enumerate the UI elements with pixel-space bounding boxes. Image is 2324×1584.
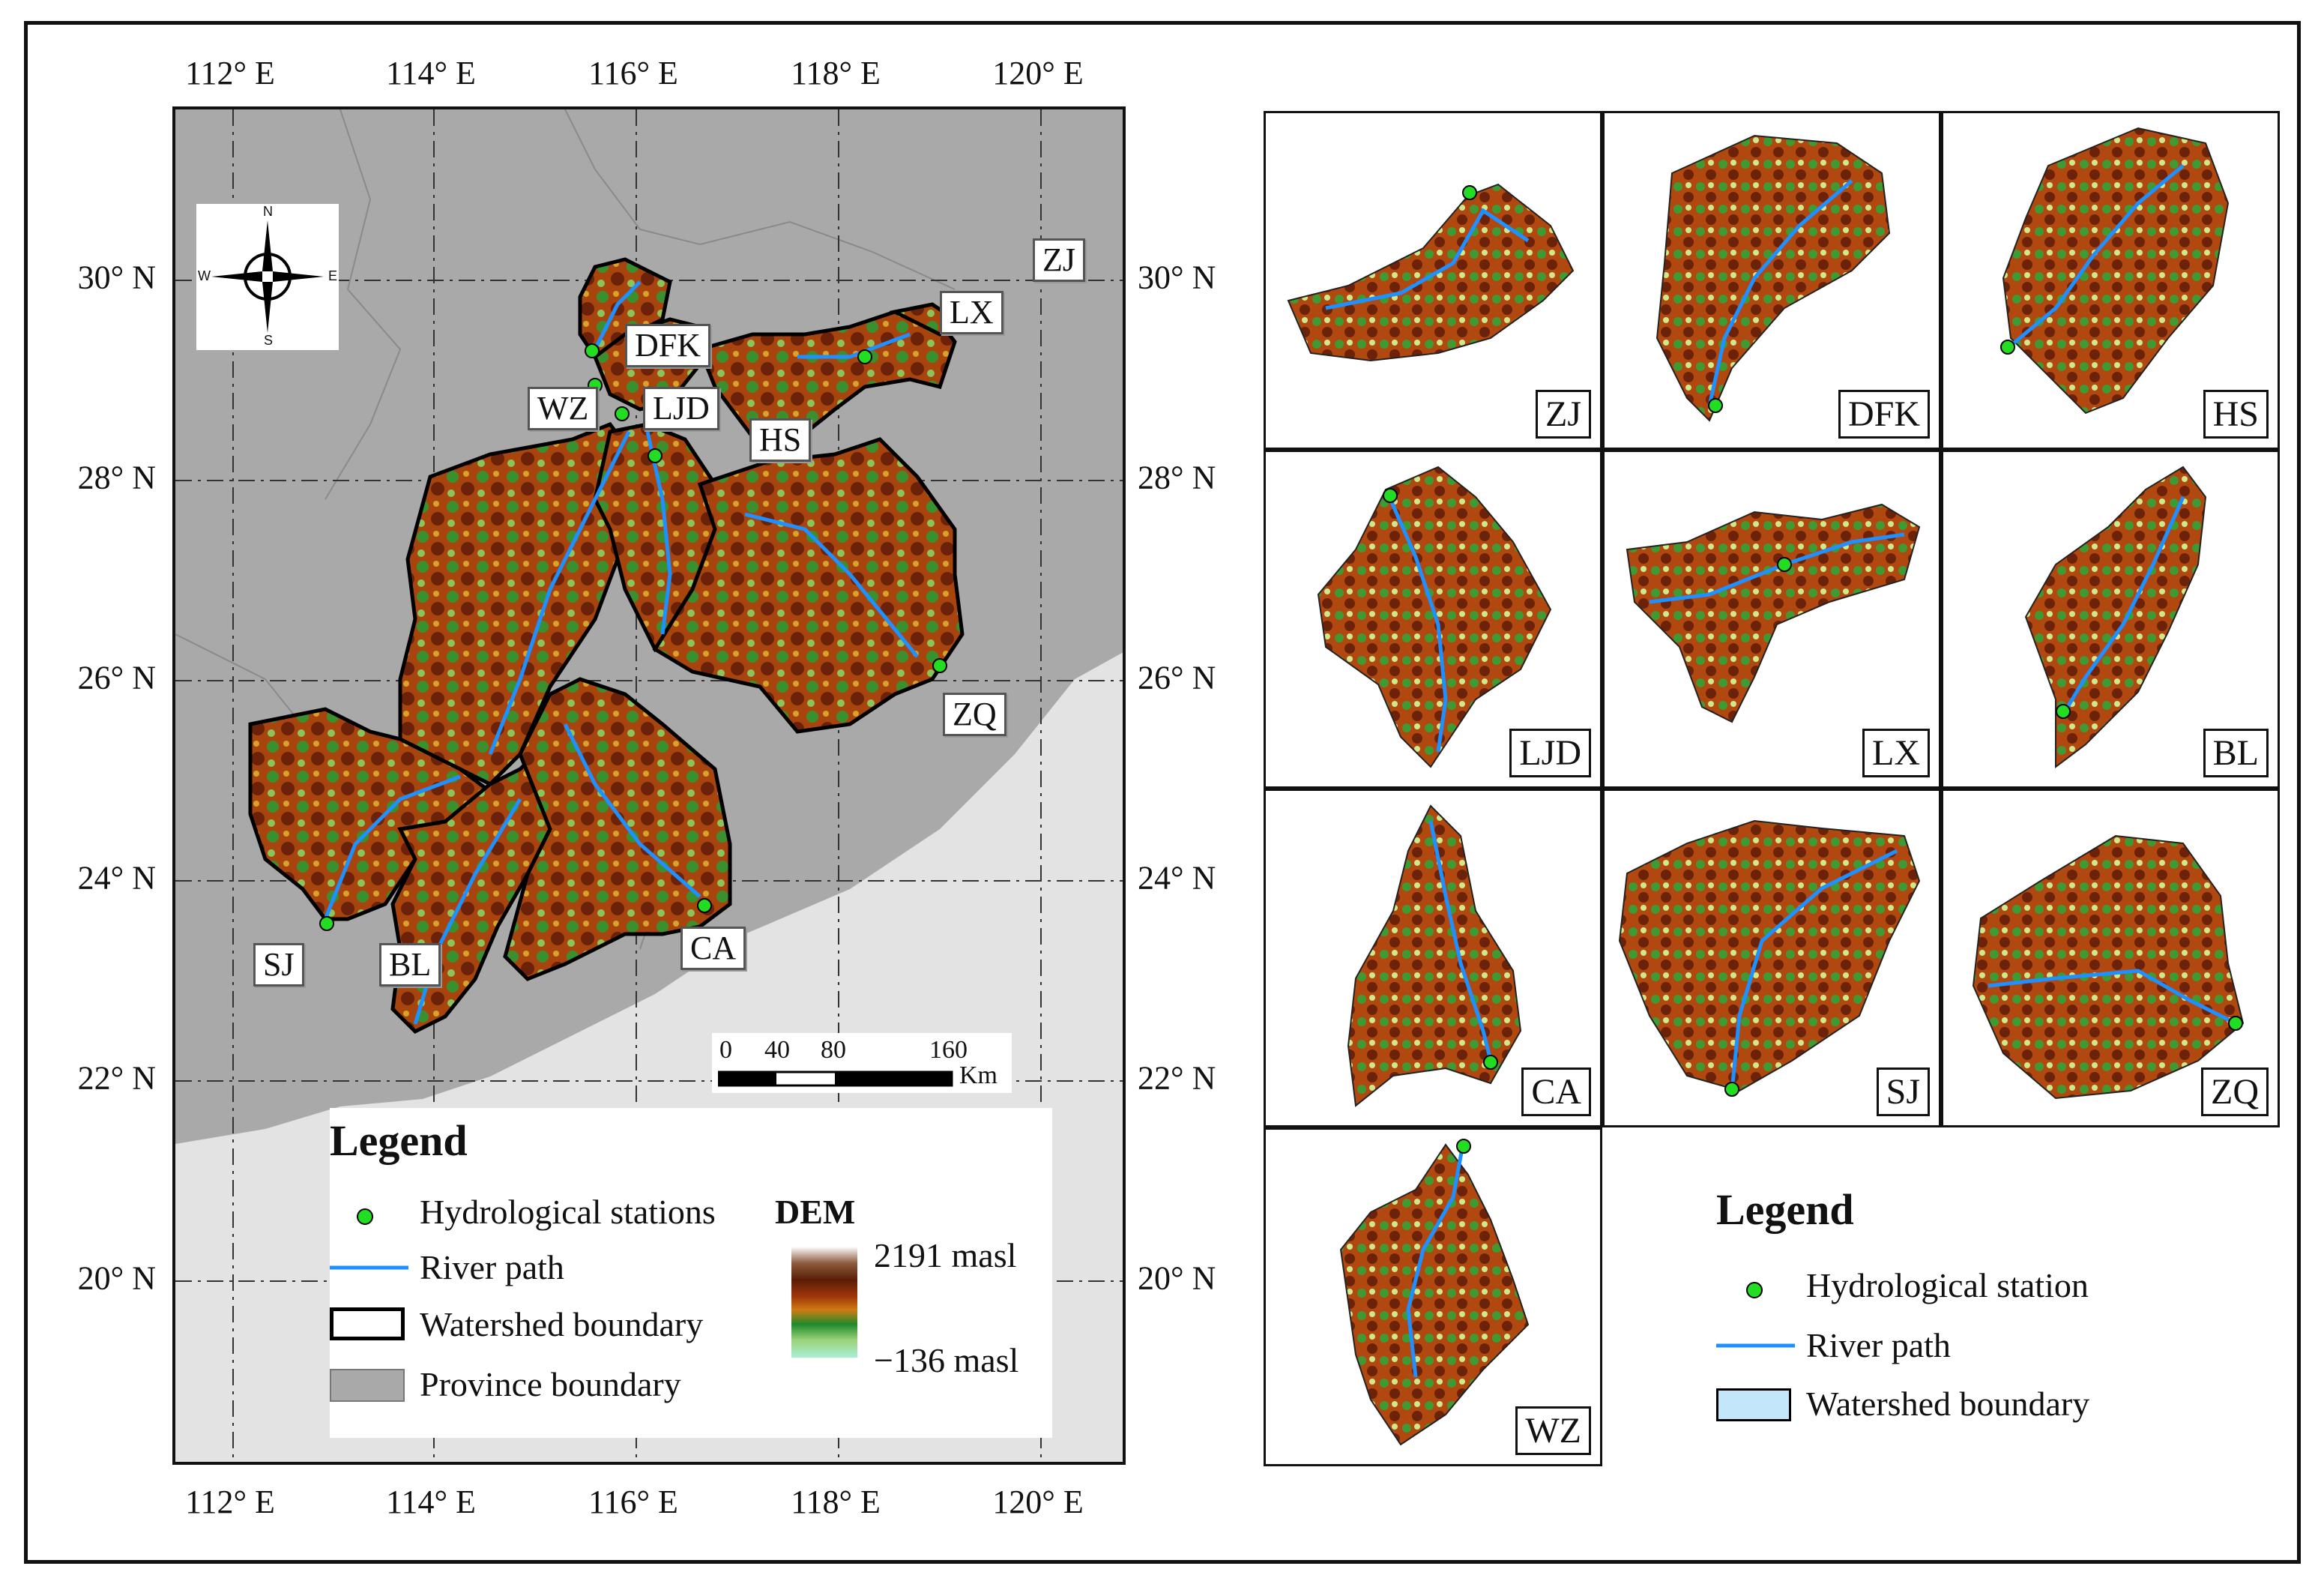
subpanel-CA[interactable]: CA [1264, 789, 1602, 1127]
scale-tick: 80 [821, 1036, 846, 1064]
scale-bar: 0 40 80 160 Km [712, 1033, 1012, 1093]
lat-label-left: 30° N [77, 259, 156, 296]
station-label-SJ: SJ [253, 943, 304, 987]
subpanel-ZQ[interactable]: ZQ [1941, 789, 2280, 1127]
scale-tick: 160 [929, 1036, 968, 1064]
legend2-watershed-label: Watershed boundary [1806, 1385, 2090, 1423]
subpanel-WZ[interactable]: WZ [1264, 1127, 1602, 1466]
compass-rose-icon: N S E W [196, 204, 339, 350]
station-label-LJD: LJD [643, 387, 719, 431]
subpanel-HS[interactable]: HS [1941, 111, 2280, 450]
station-icon [1746, 1282, 1763, 1298]
station-label-LX: LX [940, 291, 1003, 335]
subpanel-label-DFK: DFK [1838, 389, 1930, 439]
station-label-CA: CA [680, 927, 746, 971]
lat-label-left: 26° N [77, 659, 156, 696]
lat-label-right: 26° N [1138, 659, 1216, 696]
lon-label-bottom: 120° E [992, 1484, 1084, 1520]
watershed-ZQ [652, 437, 965, 734]
subpanel-legend: Legend Hydrological station River path W… [1716, 1184, 2241, 1432]
station-label-DFK: DFK [625, 324, 711, 368]
lat-label-left: 24° N [77, 859, 156, 897]
legend-watershed-label: Watershed boundary [420, 1305, 704, 1343]
lat-label-right: 20° N [1138, 1259, 1216, 1297]
legend-river-label: River path [420, 1248, 564, 1286]
legend2-title: Legend [1716, 1185, 1854, 1234]
station-label-BL: BL [379, 943, 441, 987]
station-label-WZ: WZ [528, 387, 599, 431]
province-box-icon [330, 1369, 405, 1402]
scale-unit: Km [959, 1061, 997, 1089]
station-label-HS: HS [749, 418, 812, 463]
subpanel-DFK[interactable]: DFK [1602, 111, 1941, 450]
watershed-box-icon [330, 1307, 405, 1340]
lat-label-right: 22° N [1138, 1059, 1216, 1097]
compass-north: N [263, 204, 273, 219]
legend2-river-label: River path [1806, 1326, 1951, 1364]
scale-tick: 0 [719, 1036, 732, 1064]
subpanel-label-CA: CA [1521, 1067, 1591, 1116]
legend-dem-min: −136 masl [874, 1341, 1019, 1379]
watershed-LX [697, 310, 957, 449]
main-legend: Legend Hydrological stations DEM River p… [330, 1108, 1052, 1438]
compass-east: E [328, 268, 338, 283]
subpanel-label-LX: LX [1862, 728, 1930, 777]
watershed-box-icon [1716, 1388, 1791, 1421]
scale-tick: 40 [764, 1036, 790, 1064]
lat-label-left: 20° N [77, 1259, 156, 1297]
lon-label-bottom: 116° E [588, 1484, 678, 1520]
legend-dem-title: DEM [775, 1193, 856, 1231]
lon-label-top: 112° E [185, 55, 275, 91]
lon-label-bottom: 112° E [185, 1484, 275, 1520]
subpanel-BL[interactable]: BL [1941, 450, 2280, 789]
station-label-ZQ: ZQ [943, 693, 1006, 737]
subpanel-label-ZQ: ZQ [2201, 1067, 2269, 1116]
subpanel-label-BL: BL [2203, 728, 2269, 777]
lon-label-top: 118° E [791, 55, 881, 91]
lon-label-bottom: 118° E [791, 1484, 881, 1520]
lon-label-top: 114° E [386, 55, 476, 91]
legend-title: Legend [330, 1116, 468, 1165]
subpanel-label-ZJ: ZJ [1536, 389, 1591, 439]
river-line-icon [330, 1265, 408, 1270]
lon-label-bottom: 114° E [386, 1484, 476, 1520]
lat-label-right: 28° N [1138, 459, 1216, 496]
dem-color-ramp [791, 1247, 857, 1358]
legend-station-label: Hydrological stations [420, 1193, 716, 1231]
lat-label-right: 24° N [1138, 859, 1216, 897]
lat-label-left: 28° N [77, 459, 156, 496]
lat-label-right: 30° N [1138, 259, 1216, 296]
subpanel-label-HS: HS [2203, 389, 2269, 439]
subpanel-label-SJ: SJ [1876, 1067, 1930, 1116]
legend-province-label: Province boundary [420, 1365, 681, 1403]
figure-frame [24, 21, 2301, 1564]
lat-label-left: 22° N [77, 1059, 156, 1097]
lon-label-top: 116° E [588, 55, 678, 91]
legend2-station-label: Hydrological station [1806, 1266, 2089, 1304]
subpanel-LX[interactable]: LX [1602, 450, 1941, 789]
subpanel-label-LJD: LJD [1509, 728, 1591, 777]
station-label-ZJ: ZJ [1033, 238, 1085, 283]
compass-west: W [198, 268, 211, 283]
station-icon [357, 1208, 373, 1225]
subpanel-LJD[interactable]: LJD [1264, 450, 1602, 789]
subpanel-label-WZ: WZ [1515, 1406, 1591, 1455]
subpanel-SJ[interactable]: SJ [1602, 789, 1941, 1127]
legend-dem-max: 2191 masl [874, 1236, 1017, 1274]
river-line-icon [1716, 1343, 1795, 1348]
lon-label-top: 120° E [992, 55, 1084, 91]
compass-south: S [264, 333, 274, 348]
subpanel-ZJ[interactable]: ZJ [1264, 111, 1602, 450]
